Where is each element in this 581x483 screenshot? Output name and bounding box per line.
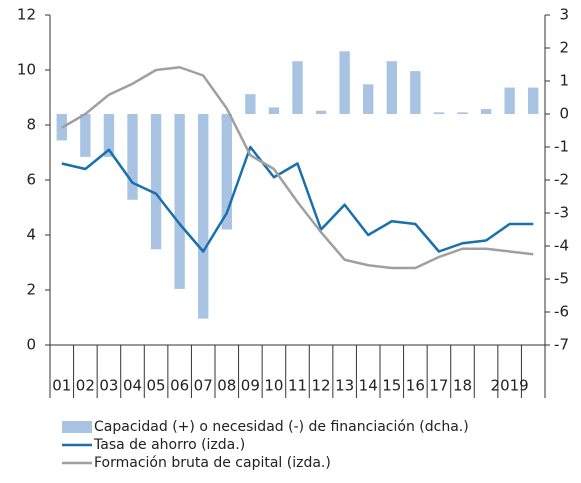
bar (410, 71, 421, 114)
bar (221, 114, 232, 230)
y-tick-label: 2 (26, 281, 36, 299)
y-tick-label: 6 (26, 171, 36, 189)
legend: Capacidad (+) o necesidad (-) de financi… (62, 419, 469, 471)
x-tick-label: 02 (76, 377, 95, 395)
y2-tick-label: 2 (559, 39, 569, 57)
y2-tick-label: -3 (554, 204, 569, 222)
y-tick-label: 8 (26, 116, 36, 134)
x-tick-label: 10 (264, 377, 283, 395)
y2-tick-label: -1 (554, 138, 569, 156)
y2-tick-label: -6 (554, 303, 569, 321)
bar (292, 61, 303, 114)
x-tick-label: 11 (288, 377, 307, 395)
y-tick-label: 12 (17, 6, 36, 24)
x-tick-label: 05 (147, 377, 166, 395)
bar (363, 84, 374, 114)
legend-label: Capacidad (+) o necesidad (-) de financi… (94, 419, 469, 435)
bar (103, 114, 115, 157)
x-tick-label: 17 (429, 377, 448, 395)
y2-tick-label: 0 (559, 105, 569, 123)
bar (457, 112, 468, 114)
x-tick-label: 13 (335, 377, 354, 395)
bar (386, 61, 397, 114)
bar (528, 87, 539, 114)
x-tick-label: 09 (241, 377, 260, 395)
line (61, 66, 534, 270)
x-tick-label: 03 (99, 377, 118, 395)
x-tick-label: 08 (217, 377, 236, 395)
y2-tick-label: -4 (554, 237, 569, 255)
x-tick-label: 04 (123, 377, 142, 395)
x-tick-label: 14 (359, 377, 378, 395)
bar (433, 112, 445, 114)
bar (315, 110, 327, 114)
y-tick-label: 0 (26, 336, 36, 354)
x-tick-label: 18 (453, 377, 472, 395)
bar (150, 114, 162, 250)
y2-tick-label: -2 (554, 171, 569, 189)
bar (127, 114, 138, 200)
legend-swatch (62, 421, 92, 433)
line (61, 145, 534, 253)
y2-tick-label: -5 (554, 270, 569, 288)
bar (504, 87, 515, 114)
x-tick-label: 2019 (491, 377, 529, 395)
y2-tick-label: 3 (559, 6, 569, 24)
y2-tick-label: -7 (554, 336, 569, 354)
legend-label: Tasa de ahorro (izda.) (93, 437, 245, 453)
x-tick-label: 16 (406, 377, 425, 395)
bar (80, 114, 91, 157)
x-tick-label: 01 (52, 377, 71, 395)
x-tick-label: 07 (194, 377, 213, 395)
y-tick-label: 10 (17, 61, 36, 79)
x-tick-label: 15 (382, 377, 401, 395)
bar (480, 109, 492, 114)
y-tick-label: 4 (26, 226, 36, 244)
bar (339, 51, 350, 114)
bar (268, 107, 280, 114)
y2-tick-label: 1 (559, 72, 569, 90)
legend-label: Formación bruta de capital (izda.) (94, 455, 331, 471)
bar (198, 114, 209, 319)
x-tick-label: 06 (170, 377, 189, 395)
bar (245, 94, 256, 114)
bar (174, 114, 185, 289)
x-tick-label: 12 (312, 377, 331, 395)
